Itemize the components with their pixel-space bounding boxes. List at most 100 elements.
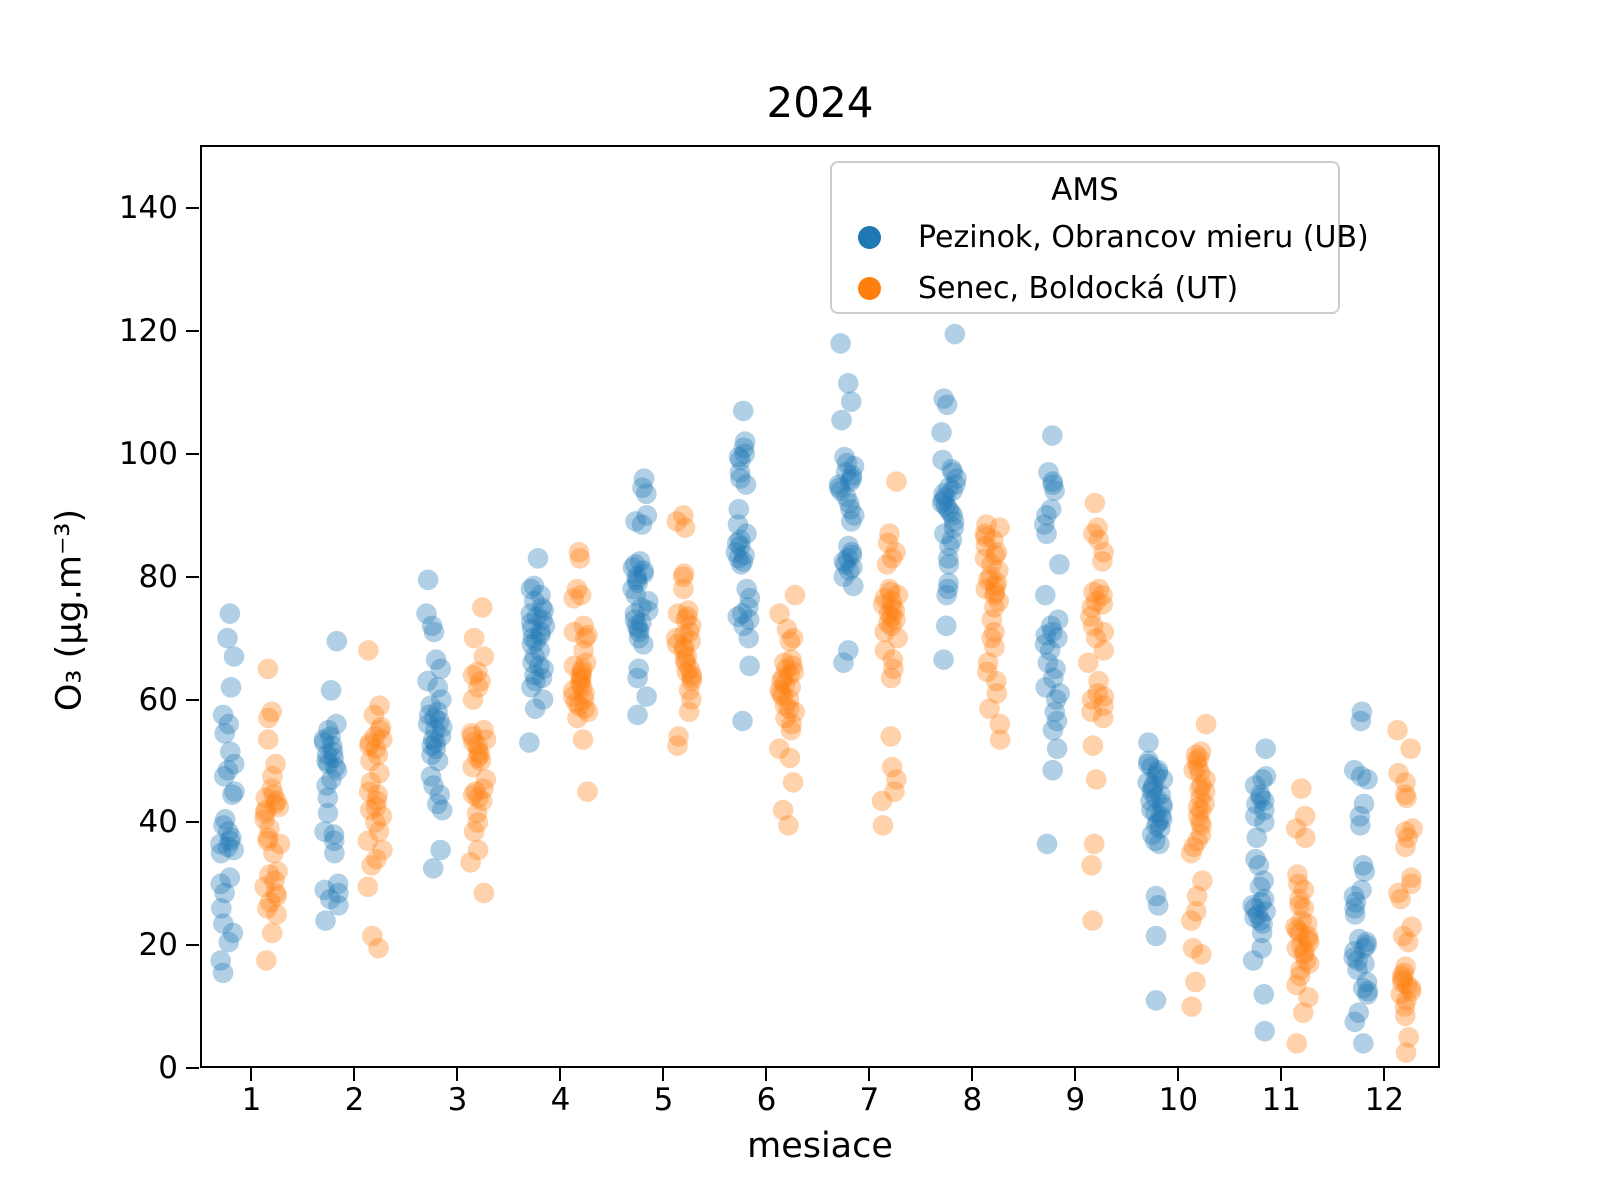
scatter-point — [466, 802, 488, 824]
scatter-point — [885, 609, 906, 630]
scatter-point — [1252, 913, 1273, 934]
scatter-point — [210, 833, 231, 855]
x-tick-label: 1 — [241, 1082, 262, 1118]
scatter-point — [935, 486, 956, 508]
scatter-point — [367, 784, 388, 805]
scatter-point — [624, 609, 646, 630]
scatter-point — [317, 787, 339, 809]
scatter-point — [1145, 885, 1167, 907]
scatter-point — [666, 511, 688, 532]
scatter-point — [563, 680, 584, 701]
scatter-point — [1042, 759, 1063, 781]
scatter-point — [771, 670, 792, 692]
scatter-point — [1347, 950, 1368, 971]
scatter-point — [326, 759, 348, 781]
scatter-point — [1401, 916, 1422, 938]
scatter-point — [933, 483, 954, 505]
scatter-point — [521, 677, 542, 698]
scatter-point — [675, 652, 697, 673]
scatter-point — [1295, 827, 1316, 848]
scatter-point — [1253, 984, 1275, 1005]
scatter-point — [574, 683, 595, 704]
scatter-point — [217, 759, 239, 781]
scatter-point — [1083, 833, 1105, 855]
scatter-point — [1181, 996, 1202, 1017]
scatter-point — [881, 548, 903, 569]
scatter-point — [1081, 855, 1102, 876]
scatter-point — [874, 587, 896, 609]
scatter-point — [422, 729, 444, 750]
scatter-point — [877, 532, 899, 554]
scatter-point — [726, 532, 748, 554]
scatter-point — [837, 373, 859, 394]
scatter-point — [932, 449, 953, 471]
scatter-point — [219, 830, 241, 852]
scatter-point — [942, 505, 963, 526]
scatter-point — [257, 830, 279, 852]
scatter-point — [975, 578, 997, 600]
scatter-point — [568, 541, 590, 563]
scatter-point — [1344, 898, 1365, 919]
scatter-point — [364, 726, 386, 747]
scatter-point — [1088, 529, 1109, 551]
y-tick-label: 80 — [138, 558, 178, 595]
scatter-point — [219, 603, 241, 624]
scatter-point — [1081, 689, 1103, 710]
scatter-point — [1395, 1042, 1417, 1063]
scatter-point — [577, 624, 598, 646]
scatter-point — [1036, 505, 1057, 526]
legend-entry-label: Senec, Boldocká (UT) — [918, 271, 1239, 306]
scatter-point — [1035, 624, 1057, 646]
scatter-point — [770, 683, 792, 704]
x-tick-label: 8 — [962, 1082, 983, 1118]
scatter-point — [1188, 747, 1210, 769]
scatter-point — [533, 600, 555, 621]
scatter-point — [472, 597, 493, 618]
scatter-point — [980, 566, 1001, 587]
scatter-point — [472, 790, 493, 812]
scatter-point — [1351, 701, 1373, 723]
scatter-point — [1035, 584, 1056, 606]
scatter-point — [473, 719, 495, 741]
scatter-point — [371, 805, 393, 827]
scatter-point — [1047, 627, 1068, 649]
scatter-point — [781, 649, 802, 670]
scatter-point — [461, 723, 482, 744]
scatter-point — [730, 449, 751, 471]
scatter-point — [1185, 744, 1207, 766]
scatter-point — [937, 578, 959, 600]
scatter-point — [359, 735, 380, 756]
scatter-point — [1143, 775, 1164, 796]
scatter-point — [575, 652, 597, 673]
scatter-point — [1401, 867, 1422, 888]
scatter-point — [218, 931, 240, 953]
scatter-point — [1242, 950, 1264, 971]
scatter-point — [1297, 925, 1319, 947]
scatter-point — [573, 689, 595, 710]
scatter-point — [1191, 815, 1212, 836]
scatter-point — [984, 584, 1005, 606]
scatter-point — [833, 652, 854, 673]
x-tick-label: 2 — [344, 1082, 365, 1118]
scatter-point — [465, 781, 486, 802]
scatter-point — [1084, 492, 1106, 514]
scatter-point — [986, 683, 1008, 704]
scatter-point — [943, 517, 965, 538]
scatter-point — [627, 704, 648, 726]
scatter-point — [1152, 769, 1174, 790]
scatter-point — [217, 627, 238, 649]
scatter-point — [1042, 471, 1063, 492]
scatter-point — [1344, 904, 1366, 925]
scatter-point — [1388, 762, 1409, 784]
scatter-point — [986, 572, 1008, 594]
scatter-point — [571, 667, 592, 689]
scatter-point — [1145, 802, 1166, 824]
scatter-point — [878, 612, 899, 634]
scatter-point — [941, 529, 963, 551]
scatter-point — [210, 842, 232, 864]
scatter-point — [1391, 965, 1413, 987]
scatter-point — [676, 646, 698, 667]
scatter-point — [1285, 818, 1307, 839]
scatter-point — [531, 667, 553, 689]
scatter-point — [1186, 750, 1208, 772]
